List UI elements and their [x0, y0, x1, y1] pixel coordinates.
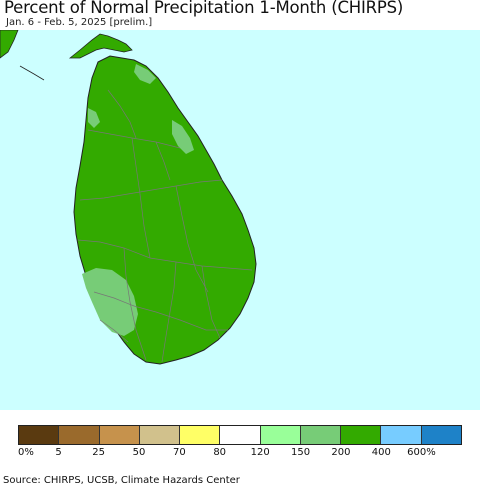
- map-subtitle: Jan. 6 - Feb. 5, 2025 [prelim.]: [6, 17, 153, 28]
- legend-swatch: [59, 426, 100, 444]
- legend-tick-label: 150: [291, 447, 311, 458]
- legend-tick-label: 0%: [18, 447, 34, 458]
- legend-swatch: [99, 426, 140, 444]
- precipitation-map: [0, 30, 480, 410]
- legend-swatch: [260, 426, 301, 444]
- adams-bridge: [19, 65, 45, 81]
- legend-tick-label: 5: [55, 447, 62, 458]
- india-coast: [0, 30, 19, 59]
- legend-tick-label: 200: [331, 447, 351, 458]
- legend-tick-label: 50: [132, 447, 146, 458]
- jaffna-peninsula: [68, 33, 133, 59]
- light-area-north: [134, 64, 156, 84]
- map-title: Percent of Normal Precipitation 1-Month …: [4, 0, 404, 17]
- district-borders: [77, 89, 253, 363]
- legend-swatch: [341, 426, 382, 444]
- legend-ticks: 0% 5 25 50 70 80 120 150 200 400 600%: [0, 447, 480, 461]
- legend-tick-label: 600%: [407, 447, 436, 458]
- legend-swatch: [300, 426, 342, 444]
- legend-swatch: [180, 426, 221, 444]
- legend-swatch: [381, 426, 422, 444]
- legend-tick-label: 400: [371, 447, 391, 458]
- source-credit: Source: CHIRPS, UCSB, Climate Hazards Ce…: [3, 475, 240, 486]
- legend-swatch: [220, 426, 261, 444]
- legend-tick-label: 120: [250, 447, 270, 458]
- legend-swatch: [421, 426, 461, 444]
- light-area-east: [172, 120, 194, 154]
- light-area-southwest: [82, 268, 138, 336]
- legend-tick-label: 70: [172, 447, 186, 458]
- legend-bar: [18, 425, 462, 445]
- light-area-west: [88, 108, 100, 128]
- legend-tick-label: 25: [92, 447, 105, 458]
- legend-swatch: [19, 426, 60, 444]
- legend-swatch: [139, 426, 181, 444]
- legend-tick-label: 80: [213, 447, 227, 458]
